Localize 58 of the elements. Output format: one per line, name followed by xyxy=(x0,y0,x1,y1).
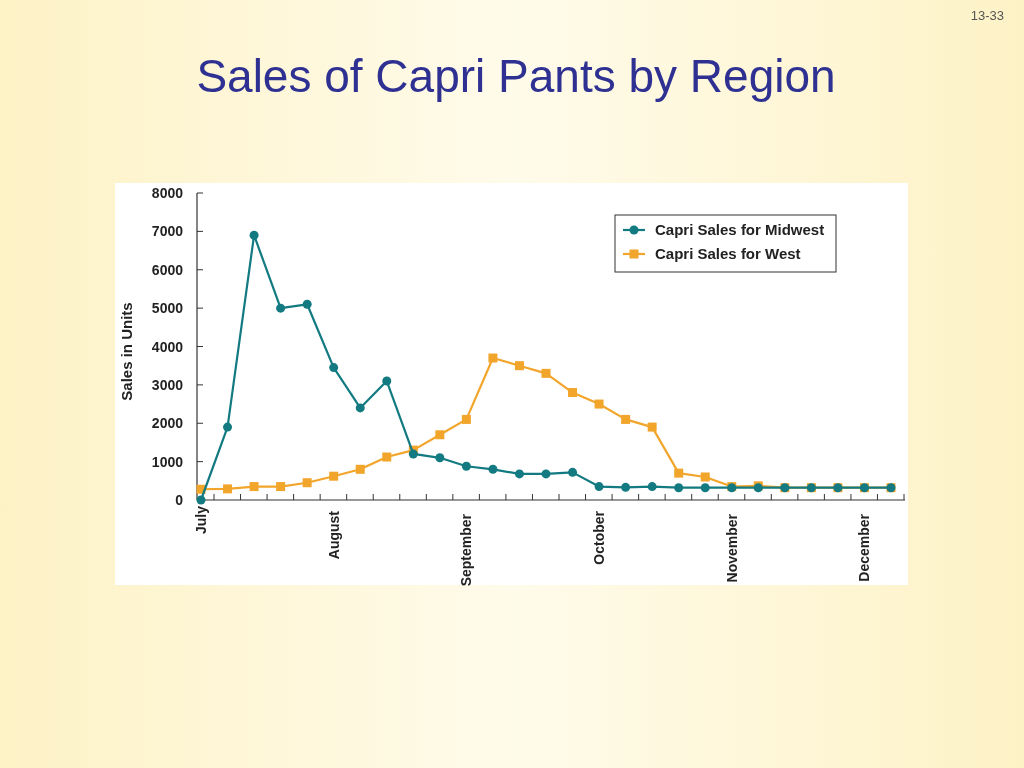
chart-title: Sales of Capri Pants by Region xyxy=(196,50,836,102)
point xyxy=(514,361,524,371)
point xyxy=(568,467,578,477)
y-tick-label: 8000 xyxy=(151,185,184,201)
point xyxy=(329,363,339,373)
point xyxy=(382,452,392,462)
point xyxy=(408,449,418,459)
point xyxy=(223,422,233,432)
point xyxy=(674,468,684,478)
y-tick-label: 6000 xyxy=(151,261,184,278)
x-tick-label: August xyxy=(325,510,342,560)
point xyxy=(594,399,604,409)
point xyxy=(435,453,445,463)
point xyxy=(276,482,286,492)
point xyxy=(196,495,206,505)
point xyxy=(249,482,259,492)
point xyxy=(488,464,498,474)
point xyxy=(302,478,312,488)
point xyxy=(302,299,312,309)
point xyxy=(382,376,392,386)
point xyxy=(355,464,365,474)
y-tick-label: 3000 xyxy=(151,376,184,393)
point xyxy=(568,388,578,398)
y-tick-label: 1000 xyxy=(151,453,184,470)
x-tick-label: November xyxy=(723,513,740,583)
point xyxy=(647,482,657,492)
point xyxy=(621,414,631,424)
point xyxy=(461,414,471,424)
legend-label: Capri Sales for Midwest xyxy=(655,221,825,238)
y-tick-label: 4000 xyxy=(151,338,184,355)
point xyxy=(594,482,604,492)
point xyxy=(329,471,339,481)
point xyxy=(355,403,365,413)
point xyxy=(621,482,631,492)
y-tick-label: 5000 xyxy=(151,300,184,317)
x-tick-label: September xyxy=(458,513,475,587)
point xyxy=(514,469,524,479)
point xyxy=(541,368,551,378)
point xyxy=(700,472,710,482)
y-tick-label: 0 xyxy=(175,492,184,508)
text: 13-33 xyxy=(970,8,1004,23)
point xyxy=(276,303,286,313)
point xyxy=(700,483,710,493)
point xyxy=(647,422,657,432)
x-tick-label: July xyxy=(193,505,209,535)
x-tick-label: December xyxy=(856,513,873,582)
point xyxy=(435,430,445,440)
legend-label: Capri Sales for West xyxy=(655,245,801,262)
point xyxy=(461,461,471,471)
point xyxy=(223,484,233,494)
point xyxy=(541,469,551,479)
y-tick-label: 2000 xyxy=(151,415,184,432)
point xyxy=(488,353,498,363)
y-axis-title: Sales in Units xyxy=(118,302,135,401)
point xyxy=(249,230,259,240)
y-tick-label: 7000 xyxy=(151,223,184,240)
x-tick-label: October xyxy=(591,510,608,565)
point xyxy=(674,483,684,493)
